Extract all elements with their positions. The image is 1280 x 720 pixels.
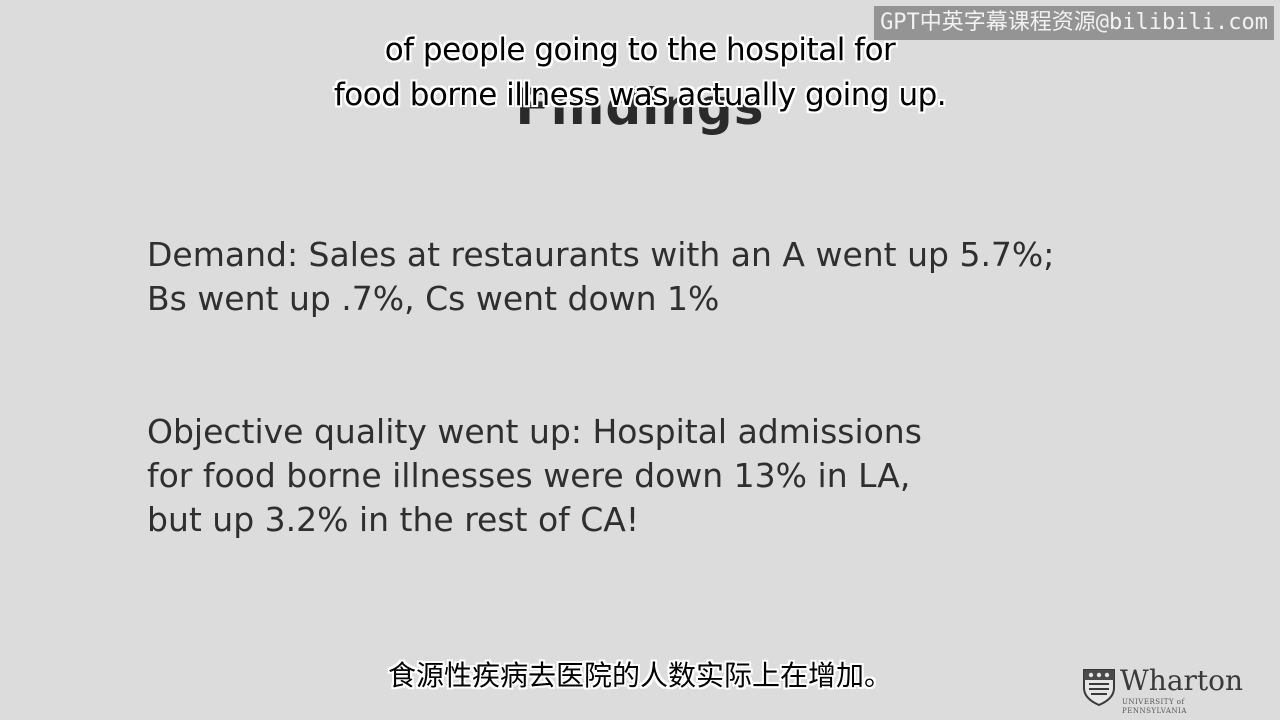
logo-subtext: UNIVERSITY of PENNSYLVANIA — [1122, 698, 1187, 715]
paragraph-line: Demand: Sales at restaurants with an A w… — [147, 235, 1055, 274]
paragraph-line: but up 3.2% in the rest of CA! — [147, 500, 640, 539]
paragraph-line: Objective quality went up: Hospital admi… — [147, 412, 922, 451]
findings-quality-paragraph: Objective quality went up: Hospital admi… — [147, 410, 922, 542]
findings-demand-paragraph: Demand: Sales at restaurants with an A w… — [147, 233, 1054, 321]
slide-title: Findings — [515, 78, 765, 136]
paragraph-line: Bs went up .7%, Cs went down 1% — [147, 279, 720, 318]
wharton-logo: Wharton UNIVERSITY of PENNSYLVANIA — [1082, 664, 1244, 715]
paragraph-line: for food borne illnesses were down 13% i… — [147, 456, 911, 495]
penn-shield-icon — [1083, 669, 1115, 706]
chinese-subtitle: 食源性疾病去医院的人数实际上在增加。 — [387, 659, 892, 692]
subtitle-line: food borne illness was actually going up… — [333, 77, 947, 113]
english-subtitle: of people going to the hospital for food… — [0, 28, 1280, 118]
subtitle-line: of people going to the hospital for — [384, 32, 896, 68]
logo-wordmark: Wharton — [1120, 664, 1244, 697]
watermark: GPT中英字幕课程资源@bilibili.com — [874, 6, 1274, 40]
